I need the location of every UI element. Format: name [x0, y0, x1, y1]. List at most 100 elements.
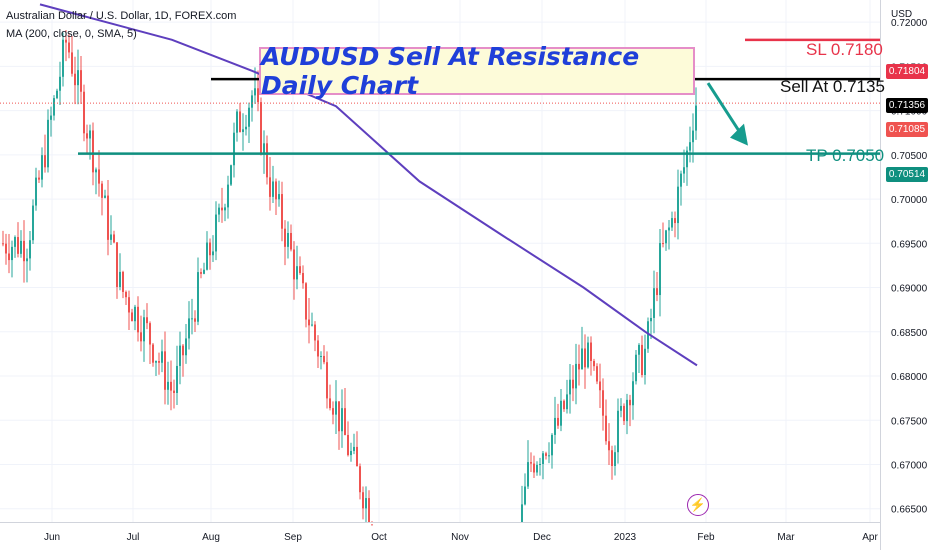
candle-body: [305, 283, 307, 320]
candle-body: [179, 345, 181, 366]
candle-body: [164, 351, 166, 390]
candle-body: [344, 408, 346, 435]
candle-body: [362, 492, 364, 509]
candle-body: [626, 399, 628, 422]
x-tick-label: Apr: [862, 532, 878, 543]
candle-body: [59, 76, 61, 91]
candle-body: [41, 155, 43, 180]
candle-body: [329, 398, 331, 409]
x-tick-label: Jun: [44, 532, 60, 543]
candle-body: [296, 266, 298, 280]
currency-label: USD: [891, 9, 913, 20]
candle-body: [11, 246, 13, 261]
candle-body: [692, 130, 694, 143]
y-tick-label: 0.66500: [891, 505, 928, 516]
candle-body: [14, 237, 16, 247]
candle-body: [341, 408, 343, 432]
candle-body: [47, 119, 49, 168]
candle-body: [539, 464, 541, 466]
candle-body: [212, 251, 214, 256]
candle-body: [254, 88, 256, 96]
candle-body: [95, 169, 97, 173]
candle-body: [323, 355, 325, 363]
y-tick-label: 0.70500: [891, 151, 928, 162]
candle-body: [209, 242, 211, 256]
candle-body: [221, 207, 223, 211]
candle-body: [23, 240, 25, 262]
candle-body: [56, 90, 58, 99]
x-tick-label: Sep: [284, 532, 302, 543]
candle-body: [137, 306, 139, 333]
candle-body: [638, 344, 640, 355]
candle-body: [617, 410, 619, 453]
candle-body: [152, 344, 154, 363]
candle-body: [572, 379, 574, 389]
candle-body: [77, 70, 79, 86]
candle-body: [32, 205, 34, 241]
candle-body: [683, 167, 685, 174]
ma-line: [39, 3, 698, 367]
candle-body: [29, 240, 31, 259]
candle-body: [167, 381, 169, 390]
chart-grid: [0, 0, 880, 522]
candle-body: [671, 218, 673, 228]
candle-body: [536, 464, 538, 473]
x-tick-label: Jul: [127, 532, 140, 543]
candle-body: [257, 88, 259, 103]
candle-body: [245, 126, 247, 130]
candle-body: [215, 214, 217, 252]
candle-body: [293, 249, 295, 280]
tp-annotation: TP 0.7050: [806, 146, 885, 165]
candle-body: [314, 324, 316, 341]
candle-body: [566, 394, 568, 410]
chart-title: AUDUSD Sell At Resistance Daily Chart: [259, 42, 695, 100]
candle-body: [347, 434, 349, 456]
candle-body: [131, 312, 133, 322]
x-tick-label: Dec: [533, 532, 551, 543]
candle-body: [560, 400, 562, 426]
candle-body: [275, 181, 277, 200]
candle-body: [311, 324, 313, 326]
candle-body: [587, 342, 589, 368]
candle-body: [83, 91, 85, 134]
candle-body: [569, 379, 571, 395]
candle-body: [119, 271, 121, 287]
candle-body: [632, 381, 634, 406]
candles: [2, 30, 697, 526]
candle-body: [239, 111, 241, 132]
candle-body: [128, 297, 130, 313]
candle-body: [689, 142, 691, 151]
candle-body: [203, 269, 205, 274]
candle-body: [44, 155, 46, 168]
candle-body: [548, 455, 550, 457]
x-tick-label: Oct: [371, 532, 387, 543]
candle-body: [365, 498, 367, 509]
candle-body: [542, 453, 544, 465]
candle-body: [635, 354, 637, 382]
candle-body: [320, 355, 322, 357]
candle-body: [173, 390, 175, 393]
candle-body: [269, 177, 271, 197]
candle-body: [611, 450, 613, 467]
candle-body: [680, 173, 682, 187]
candle-body: [668, 227, 670, 231]
candle-body: [533, 463, 535, 473]
candle-body: [224, 207, 226, 211]
candle-body: [53, 98, 55, 116]
candle-body: [155, 361, 157, 363]
candle-body: [641, 344, 643, 376]
candle-body: [338, 401, 340, 432]
lightning-icon[interactable]: ⚡: [687, 494, 709, 516]
candle-body: [287, 232, 289, 247]
candle-body: [197, 272, 199, 322]
candle-body: [176, 365, 178, 393]
candle-body: [545, 453, 547, 456]
candle-body: [554, 417, 556, 435]
candle-body: [122, 271, 124, 292]
candle-body: [647, 321, 649, 349]
x-tick-label: Aug: [202, 532, 220, 543]
candle-body: [656, 288, 658, 296]
candle-body: [50, 115, 52, 120]
